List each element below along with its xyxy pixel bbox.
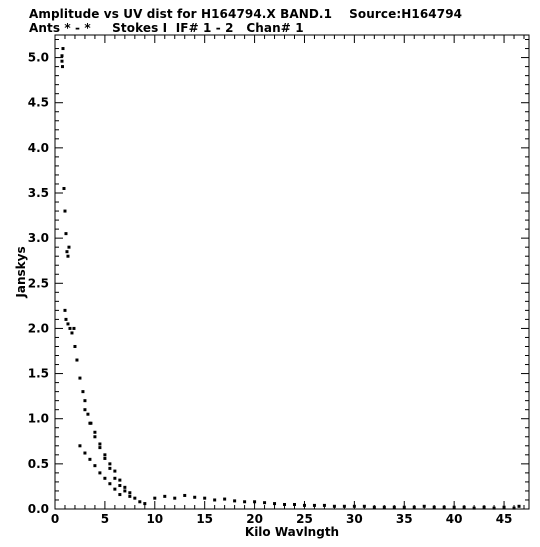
data-point [118, 484, 122, 488]
data-point [113, 476, 117, 480]
data-point [66, 322, 70, 326]
y-tick-label: 4.5 [28, 96, 49, 110]
data-point [93, 435, 97, 439]
y-tick-label: 2.0 [28, 321, 49, 335]
data-point [108, 466, 112, 470]
data-point [138, 500, 142, 504]
data-point [98, 442, 102, 446]
data-point [64, 232, 68, 236]
data-point [61, 47, 65, 51]
y-tick-label: 1.5 [28, 367, 49, 381]
data-point [163, 494, 167, 498]
data-point [78, 376, 82, 380]
data-point [88, 457, 92, 461]
data-point [292, 502, 296, 506]
data-point [113, 469, 117, 473]
data-point [93, 430, 97, 434]
data-point [153, 496, 157, 500]
data-point [64, 317, 68, 321]
data-point [243, 500, 247, 504]
data-point [113, 487, 117, 491]
data-point [75, 358, 79, 362]
data-point [67, 245, 71, 249]
data-point [62, 186, 66, 190]
plot-frame [54, 34, 530, 510]
x-tick-label: 35 [396, 512, 413, 526]
data-point [203, 496, 207, 500]
data-point [83, 408, 87, 412]
tick-labels: 0 5 10 15 20 25 30 35 40 45 0.0 0.5 1.0 1.5 2.0 2.5 3.0 3… [28, 51, 513, 526]
data-point [83, 451, 87, 455]
x-axis-title: Kilo Wavlngth [245, 525, 339, 539]
data-point [103, 476, 107, 480]
data-point [60, 65, 64, 69]
x-tick-label: 15 [196, 512, 213, 526]
data-point [143, 502, 147, 506]
chart-title: Amplitude vs UV dist for H164794.X BAND.… [29, 7, 463, 21]
data-point [103, 453, 107, 457]
data-point [60, 54, 64, 58]
data-point [123, 485, 127, 489]
data-point [118, 478, 122, 482]
y-tick-label: 0.0 [28, 502, 49, 516]
y-tick-label: 5.0 [28, 51, 49, 65]
data-point [60, 59, 64, 63]
y-tick-label: 3.0 [28, 231, 49, 245]
data-point [223, 497, 227, 501]
x-tick-label: 5 [101, 512, 109, 526]
data-point [118, 493, 122, 497]
data-point [133, 496, 137, 500]
data-point [70, 331, 74, 335]
x-tick-label: 25 [296, 512, 313, 526]
data-point [88, 421, 92, 425]
data-point [108, 462, 112, 466]
y-tick-label: 4.0 [28, 141, 49, 155]
axis-ticks [54, 35, 529, 510]
chart-subtitle: Ants * - * Stokes I IF# 1 - 2 Chan# 1 [29, 21, 304, 35]
y-tick-label: 1.0 [28, 412, 49, 426]
data-point [78, 444, 82, 448]
data-point [183, 493, 187, 497]
x-tick-label: 40 [446, 512, 463, 526]
data-point [72, 326, 76, 330]
data-point [98, 471, 102, 475]
data-point [73, 344, 77, 348]
data-point [65, 250, 69, 254]
data-point [128, 494, 132, 498]
data-point [103, 456, 107, 460]
data-point [283, 502, 287, 506]
data-point [213, 498, 217, 502]
data-point [68, 326, 72, 330]
y-tick-label: 2.5 [28, 276, 49, 290]
data-point [263, 501, 267, 505]
data-point [108, 482, 112, 486]
data-point [66, 254, 70, 258]
data-point [93, 464, 97, 468]
data-point [273, 502, 277, 506]
data-point [98, 446, 102, 450]
data-point [63, 209, 67, 213]
data-points [60, 47, 521, 510]
data-point [233, 499, 237, 503]
x-tick-label: 0 [51, 512, 59, 526]
x-tick-label: 45 [496, 512, 513, 526]
data-point [83, 399, 87, 403]
x-tick-label: 20 [246, 512, 263, 526]
y-tick-label: 3.5 [28, 186, 49, 200]
data-point [173, 496, 177, 500]
data-point [123, 489, 127, 493]
y-tick-label: 0.5 [28, 457, 49, 471]
x-tick-label: 30 [346, 512, 363, 526]
data-point [517, 504, 521, 508]
y-axis-title: Janskys [14, 246, 28, 298]
x-tick-label: 10 [146, 512, 163, 526]
data-point [63, 308, 67, 312]
data-point [86, 412, 90, 416]
data-point [193, 495, 197, 499]
data-point [81, 390, 85, 394]
data-point [128, 491, 132, 495]
